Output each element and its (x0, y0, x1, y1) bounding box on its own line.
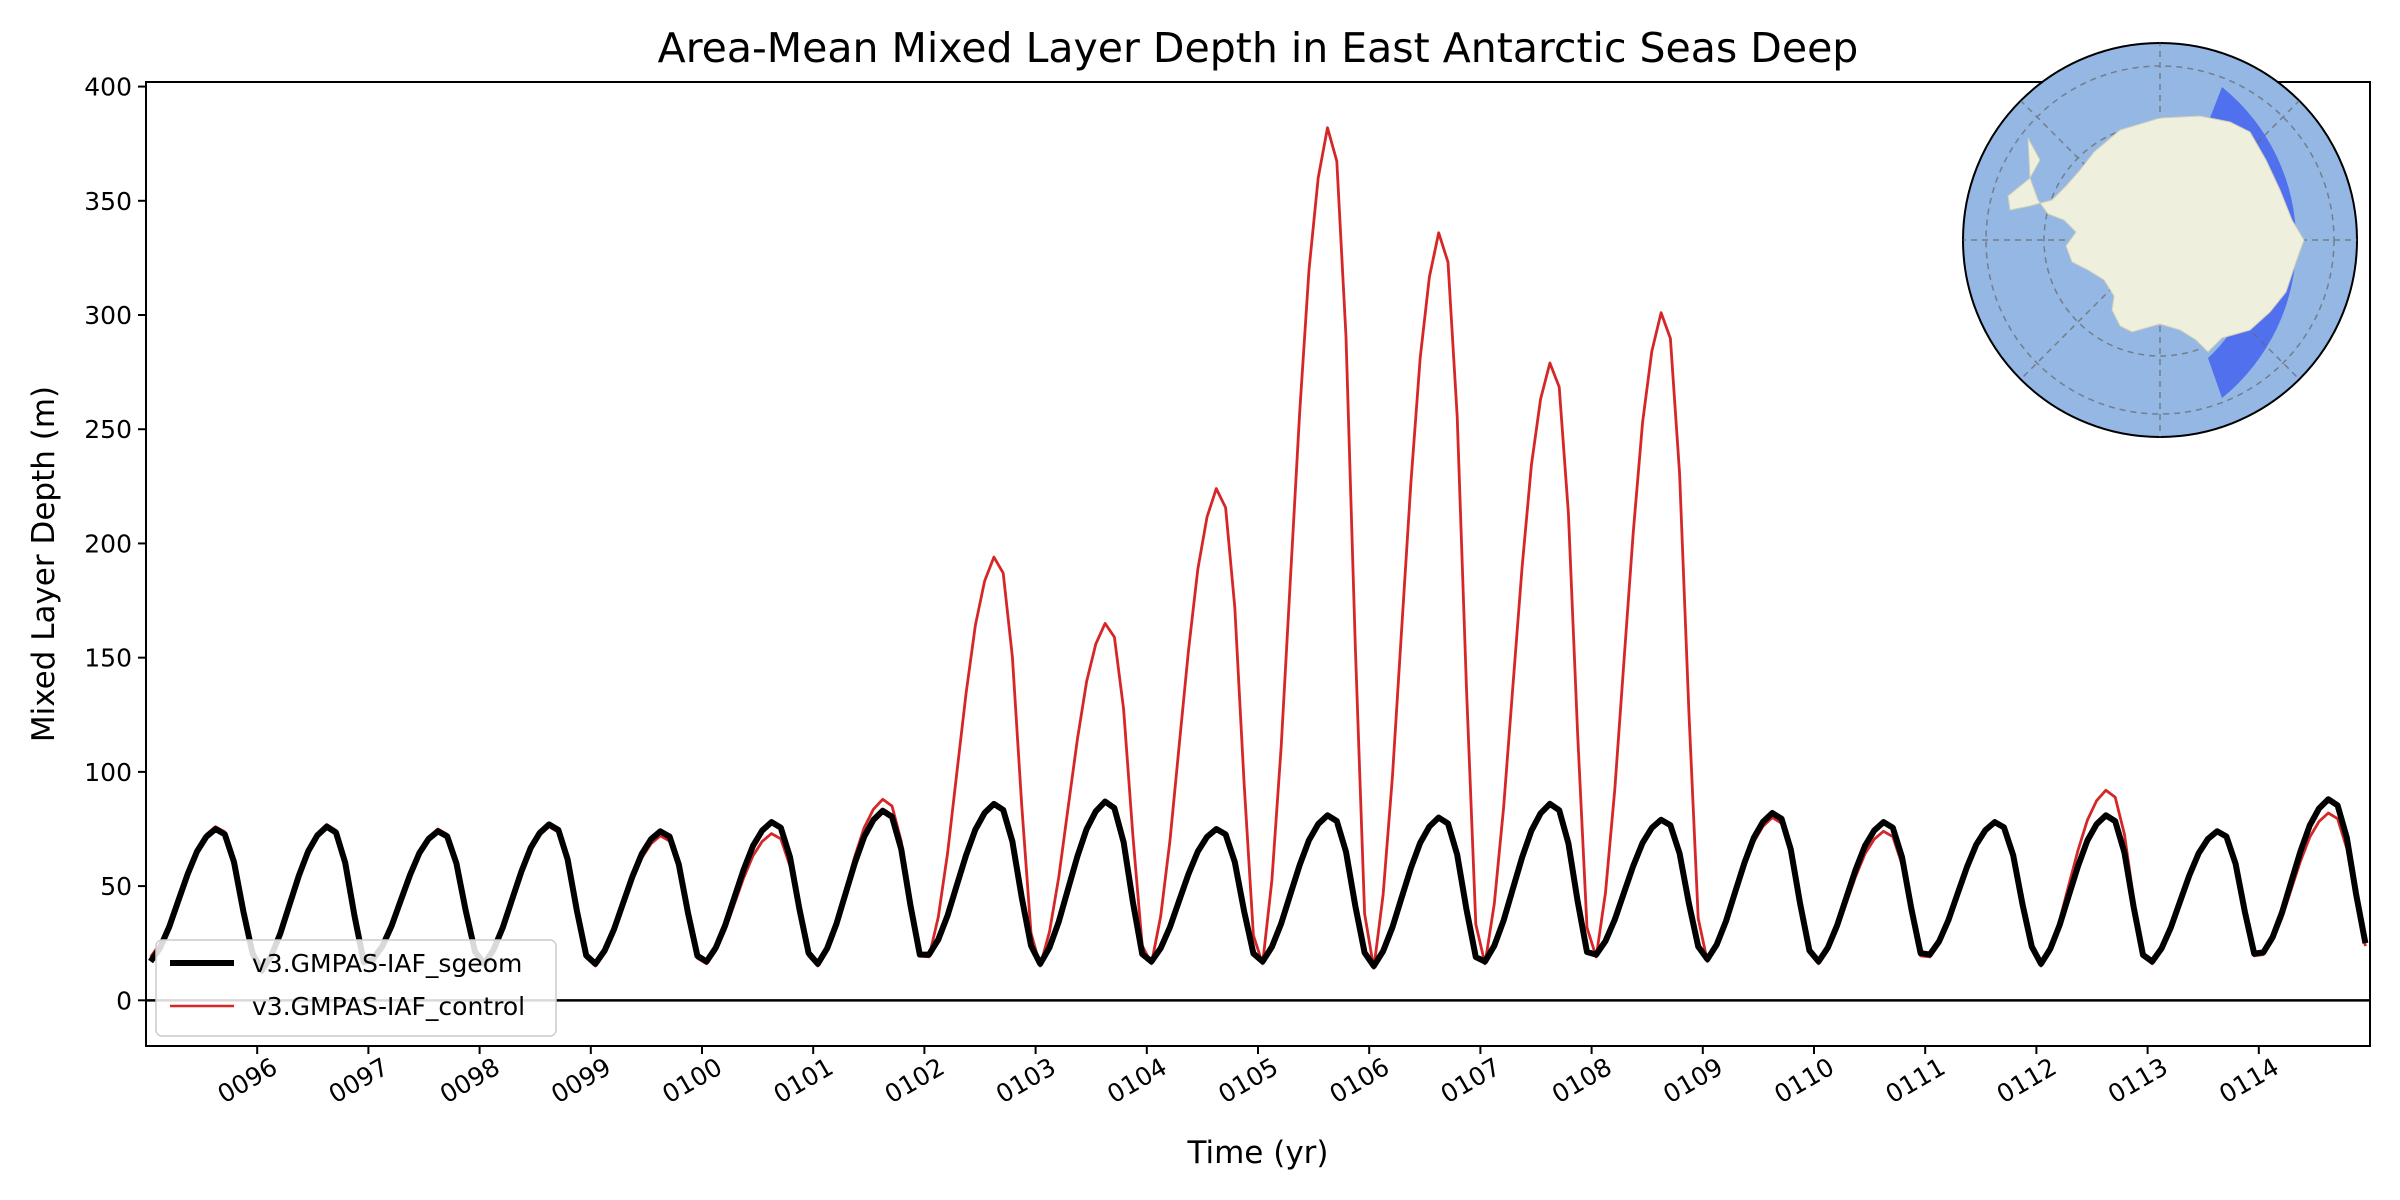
x-tick-label: 0100 (657, 1052, 727, 1109)
x-tick-label: 0102 (880, 1052, 950, 1109)
x-tick-label: 0103 (991, 1052, 1061, 1109)
x-tick-label: 0111 (1881, 1052, 1951, 1109)
legend-box (155, 939, 557, 1037)
y-tick-label: 300 (84, 301, 132, 330)
inset-region-map (1962, 42, 2358, 438)
y-tick-label: 150 (84, 644, 132, 673)
x-tick-label: 0112 (1992, 1052, 2062, 1109)
y-tick-label: 50 (100, 872, 132, 901)
map-antarctica-landmass (2007, 115, 2305, 353)
x-axis: 0096 0097 0098 0099 0100 0101 0102 0103 0104 0105… (213, 1046, 2284, 1109)
x-tick-label: 0099 (546, 1052, 616, 1109)
x-tick-label: 0110 (1769, 1052, 1839, 1109)
y-axis: 0 50 100 150 200 250 300 350 400 (84, 73, 146, 1015)
series-layer (148, 126, 2369, 975)
y-axis-label: Mixed Layer Depth (m) (26, 386, 62, 742)
x-tick-label: 0101 (769, 1052, 839, 1109)
x-tick-label: 0104 (1102, 1052, 1172, 1109)
y-tick-label: 250 (84, 415, 132, 444)
y-tick-label: 200 (84, 529, 132, 558)
y-tick-label: 400 (84, 73, 132, 102)
x-tick-label: 0106 (1325, 1052, 1395, 1109)
x-tick-label: 0097 (324, 1052, 394, 1109)
y-tick-label: 0 (116, 986, 132, 1015)
legend-label-control: v3.GMPAS-IAF_control (252, 992, 525, 1021)
series-line-sgeom (148, 796, 2369, 974)
y-tick-label: 100 (84, 758, 132, 787)
x-tick-label: 0098 (435, 1052, 505, 1109)
map-region-east-antarctic-seas-deep (2208, 87, 2297, 398)
x-tick-label: 0105 (1213, 1052, 1283, 1109)
x-tick-label: 0108 (1547, 1052, 1617, 1109)
x-tick-label: 0113 (2103, 1052, 2173, 1109)
x-tick-label: 0107 (1436, 1052, 1506, 1109)
x-tick-label: 0096 (213, 1052, 283, 1109)
x-tick-label: 0114 (2214, 1052, 2284, 1109)
x-axis-label: Time (yr) (1187, 1135, 1329, 1171)
legend-label-sgeom: v3.GMPAS-IAF_sgeom (252, 949, 522, 978)
legend: v3.GMPAS-IAF_sgeom v3.GMPAS-IAF_control (155, 939, 557, 1037)
x-tick-label: 0109 (1658, 1052, 1728, 1109)
chart-title: Area-Mean Mixed Layer Depth in East Anta… (658, 24, 1859, 72)
y-tick-label: 350 (84, 187, 132, 216)
